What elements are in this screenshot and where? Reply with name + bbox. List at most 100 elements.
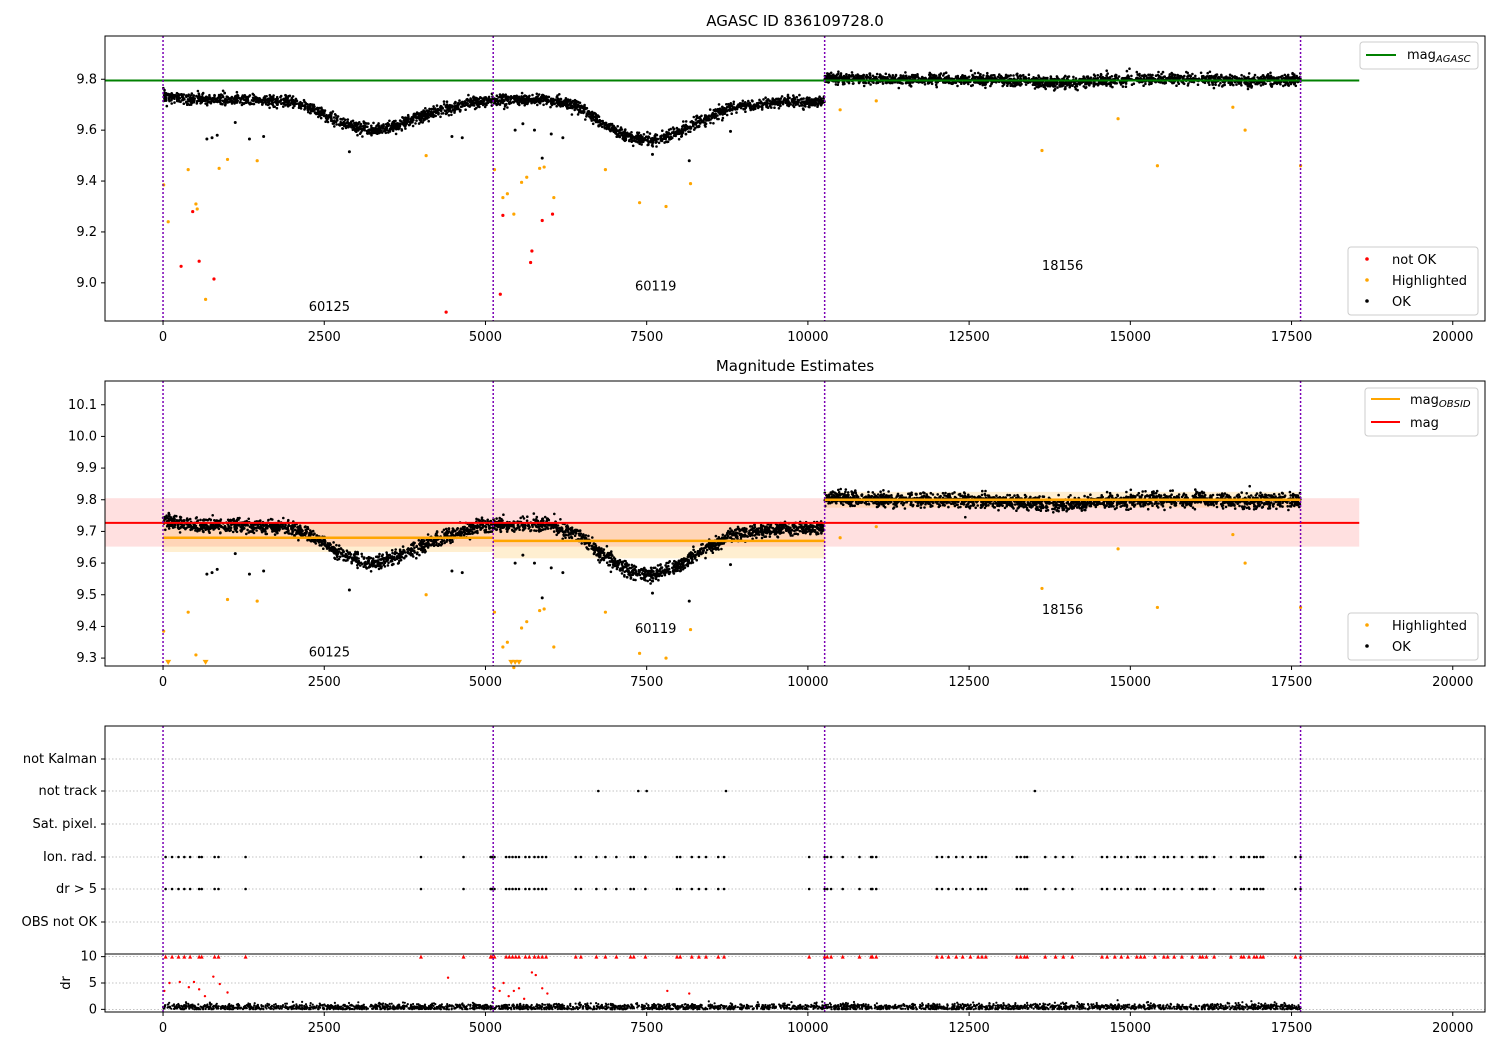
ok-point — [1115, 76, 1118, 79]
ok-point — [191, 92, 194, 95]
ok-point — [803, 104, 806, 107]
ok-outlier-point — [651, 153, 654, 156]
ok-point — [1138, 77, 1141, 80]
ok-point — [837, 73, 840, 76]
ok-point — [567, 107, 570, 110]
ok-point — [193, 99, 196, 102]
ok-point — [204, 97, 207, 100]
ok-point — [446, 100, 449, 103]
ok-point — [422, 114, 425, 117]
ok-point — [704, 118, 707, 121]
ok-point — [1175, 84, 1178, 87]
ok-point — [1183, 75, 1186, 78]
ok-point — [730, 102, 733, 105]
ok-point — [1247, 83, 1250, 86]
ok-point — [245, 533, 248, 536]
ok-point — [1092, 77, 1095, 80]
ok-point — [370, 134, 373, 137]
ok-point — [400, 128, 403, 131]
ok-point — [981, 84, 984, 87]
ok-point — [412, 125, 415, 128]
highlighted-point — [875, 99, 878, 102]
ok-point — [621, 137, 624, 140]
legend-highlighted-marker — [1365, 278, 1369, 282]
ok-point — [554, 98, 557, 101]
ok-point — [649, 141, 652, 144]
ok-point — [330, 117, 333, 120]
ok-point — [809, 103, 812, 106]
ok-point — [764, 96, 767, 99]
ok-point — [1273, 82, 1276, 85]
ok-point — [1054, 88, 1057, 91]
y-tick-label: 9.8 — [76, 72, 97, 87]
ok-point — [412, 119, 415, 122]
obs-label-60125: 60125 — [309, 300, 350, 315]
ok-point — [342, 127, 345, 130]
ok-point — [948, 82, 951, 85]
ok-point — [850, 75, 853, 78]
ok-point — [443, 103, 446, 106]
ok-point — [343, 123, 346, 126]
ok-point — [1017, 77, 1020, 80]
ok-point — [654, 138, 657, 141]
ok-point — [537, 98, 540, 101]
ok-point — [575, 102, 578, 105]
ok-point — [613, 126, 616, 129]
highlighted-point — [1244, 129, 1247, 132]
highlighted-point — [501, 196, 504, 199]
ok-point — [542, 104, 545, 107]
ok-point — [714, 108, 717, 111]
ok-point — [222, 96, 225, 99]
ok-point — [362, 125, 365, 128]
ok-point — [640, 134, 643, 137]
ok-point — [461, 105, 464, 108]
ok-point — [947, 75, 950, 78]
ok-point — [938, 74, 941, 77]
ok-point — [1097, 83, 1100, 86]
ok-point — [418, 122, 421, 125]
ok-point — [166, 105, 169, 108]
ok-point — [350, 122, 353, 125]
ok-point — [1095, 83, 1098, 86]
ok-point — [644, 138, 647, 141]
ok-point — [665, 140, 668, 143]
ok-point — [213, 94, 216, 97]
ok-outlier-point — [461, 136, 464, 139]
ok-point — [597, 124, 600, 127]
ok-point — [222, 90, 225, 93]
ok-point — [646, 131, 649, 134]
ok-point — [473, 104, 476, 107]
ok-point — [986, 72, 989, 75]
highlighted-point — [194, 202, 197, 205]
ok-point — [363, 127, 366, 130]
ok-point — [1115, 74, 1118, 77]
ok-point — [360, 128, 363, 131]
ok-point — [526, 103, 529, 106]
ok-point — [709, 122, 712, 125]
ok-point — [749, 109, 752, 112]
ok-point — [767, 106, 770, 109]
ok-point — [187, 95, 190, 98]
ok-point — [603, 126, 606, 129]
ok-point — [223, 92, 226, 95]
ok-point — [852, 82, 855, 85]
ok-point — [455, 104, 458, 107]
ok-point — [1187, 82, 1190, 85]
ok-point — [697, 125, 700, 128]
x-tick-label: 12500 — [948, 330, 989, 345]
ok-point — [1194, 75, 1197, 78]
ok-point — [715, 115, 718, 118]
ok-point — [611, 127, 614, 130]
ok-point — [709, 118, 712, 121]
ok-point — [914, 77, 917, 80]
ok-point — [1088, 84, 1091, 87]
ok-point — [232, 97, 235, 100]
highlighted-point — [525, 176, 528, 179]
ok-point — [1170, 72, 1173, 75]
ok-point — [753, 104, 756, 107]
ok-point — [406, 122, 409, 125]
ok-point — [1122, 85, 1125, 88]
ok-point — [533, 97, 536, 100]
ok-point — [837, 83, 840, 86]
ok-point — [347, 118, 350, 121]
